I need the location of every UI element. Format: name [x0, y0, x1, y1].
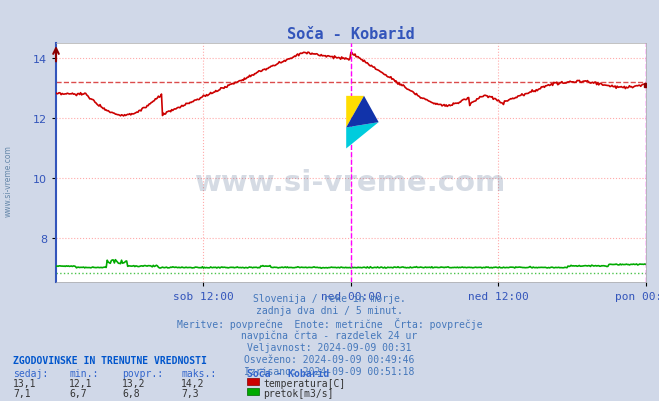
Text: www.si-vreme.com: www.si-vreme.com: [3, 145, 13, 216]
Text: min.:: min.:: [69, 368, 99, 378]
Text: 7,1: 7,1: [13, 388, 31, 398]
Text: 6,8: 6,8: [122, 388, 140, 398]
Polygon shape: [346, 97, 379, 128]
Text: zadnja dva dni / 5 minut.: zadnja dva dni / 5 minut.: [256, 306, 403, 316]
Text: pretok[m3/s]: pretok[m3/s]: [264, 388, 334, 398]
Text: 6,7: 6,7: [69, 388, 87, 398]
Text: 13,1: 13,1: [13, 378, 37, 388]
Text: Slovenija / reke in morje.: Slovenija / reke in morje.: [253, 294, 406, 304]
Text: maks.:: maks.:: [181, 368, 216, 378]
Text: 14,2: 14,2: [181, 378, 205, 388]
Text: Izrisano: 2024-09-09 00:51:18: Izrisano: 2024-09-09 00:51:18: [244, 366, 415, 376]
Title: Soča - Kobarid: Soča - Kobarid: [287, 26, 415, 42]
Text: temperatura[C]: temperatura[C]: [264, 378, 346, 388]
Polygon shape: [346, 97, 364, 128]
Text: Osveženo: 2024-09-09 00:49:46: Osveženo: 2024-09-09 00:49:46: [244, 354, 415, 364]
Text: www.si-vreme.com: www.si-vreme.com: [195, 168, 507, 196]
Text: navpična črta - razdelek 24 ur: navpična črta - razdelek 24 ur: [241, 330, 418, 340]
Text: 13,2: 13,2: [122, 378, 146, 388]
Text: 12,1: 12,1: [69, 378, 93, 388]
Text: sedaj:: sedaj:: [13, 368, 48, 378]
Text: Soča - Kobarid: Soča - Kobarid: [247, 368, 330, 378]
Polygon shape: [346, 123, 379, 149]
Text: 7,3: 7,3: [181, 388, 199, 398]
Text: Veljavnost: 2024-09-09 00:31: Veljavnost: 2024-09-09 00:31: [247, 342, 412, 352]
Text: ZGODOVINSKE IN TRENUTNE VREDNOSTI: ZGODOVINSKE IN TRENUTNE VREDNOSTI: [13, 355, 207, 365]
Text: Meritve: povprečne  Enote: metrične  Črta: povprečje: Meritve: povprečne Enote: metrične Črta:…: [177, 318, 482, 330]
Text: povpr.:: povpr.:: [122, 368, 163, 378]
